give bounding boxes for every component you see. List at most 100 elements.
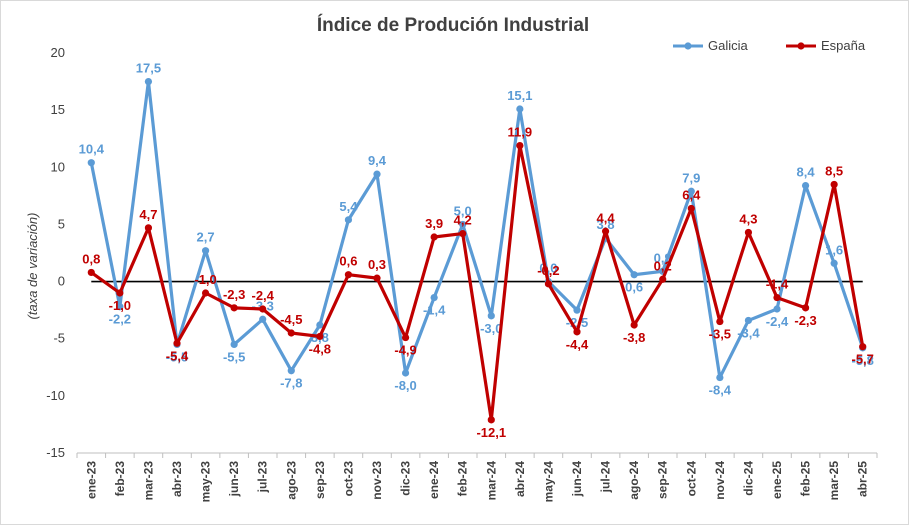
x-tick-label: abr-25 xyxy=(856,461,870,497)
data-label: -2,4 xyxy=(252,288,275,303)
data-label: -3,5 xyxy=(709,327,731,342)
data-label: 4,4 xyxy=(597,210,616,225)
data-label: 0,3 xyxy=(368,257,386,272)
data-point xyxy=(287,367,295,375)
data-point xyxy=(230,304,238,312)
data-label: -7,8 xyxy=(280,376,302,391)
data-label: 11,9 xyxy=(508,125,533,140)
data-point xyxy=(201,247,210,255)
x-tick-label: jun-23 xyxy=(227,461,241,498)
data-point xyxy=(373,274,381,282)
data-label: -5,8 xyxy=(852,353,874,368)
x-tick-label: feb-25 xyxy=(799,461,813,497)
data-point xyxy=(830,180,838,189)
y-tick-label: 5 xyxy=(58,216,65,231)
data-label: -5,5 xyxy=(223,349,245,364)
data-point xyxy=(401,369,410,377)
y-tick-label: -15 xyxy=(46,445,65,460)
data-label: -5,5 xyxy=(166,349,188,364)
data-label: 15,1 xyxy=(507,88,532,103)
data-point xyxy=(516,141,524,150)
data-point xyxy=(201,289,210,297)
data-point xyxy=(487,416,495,424)
data-label: 0,9 xyxy=(654,250,672,265)
series-line xyxy=(90,143,865,422)
data-label: 9,4 xyxy=(368,153,387,168)
data-label: 8,4 xyxy=(797,165,816,180)
data-label: -2,3 xyxy=(794,313,816,328)
data-point xyxy=(144,77,153,86)
x-tick-label: dic-24 xyxy=(741,461,755,496)
legend-item-galicia: Galicia xyxy=(673,38,749,53)
data-label: -4,5 xyxy=(280,312,302,327)
data-point xyxy=(459,229,467,238)
x-tick-label: abr-23 xyxy=(170,461,184,497)
data-label: -2,5 xyxy=(566,315,588,330)
data-label: 17,5 xyxy=(136,61,161,76)
y-tick-label: 20 xyxy=(51,45,65,60)
x-tick-label: jul-24 xyxy=(599,461,613,494)
series-españa: 0,8 -1,0 4,7 -5,4 -1,0 -2,3 -2,4 -4,5 -4,8 0,6 0,3… xyxy=(82,125,874,440)
axes: -15 -10 -5 0 5 10 15 20 ene-23 feb-23 mar-23 abr-23… xyxy=(46,45,878,503)
data-label: -5,7 xyxy=(852,352,874,367)
data-point xyxy=(687,187,695,195)
data-point xyxy=(430,293,438,302)
x-tick-label: abr-24 xyxy=(513,461,527,497)
legend-marker xyxy=(797,42,805,50)
x-tick-label: ene-25 xyxy=(770,461,784,499)
data-label: -12,1 xyxy=(476,425,506,440)
series-line xyxy=(89,79,865,380)
series-galicia: 10,4-2,217,5-5,52,7-5,5-3,3-7,83,85,49,4… xyxy=(79,61,874,398)
data-label: -3,4 xyxy=(737,325,760,340)
x-tick-label: mar-24 xyxy=(484,461,498,501)
data-point xyxy=(544,280,553,288)
data-point xyxy=(459,220,467,229)
y-axis-label: (taxa de variación) xyxy=(25,213,40,320)
data-label: 6,4 xyxy=(682,187,701,202)
data-label: 3,9 xyxy=(425,216,443,231)
y-tick-label: -10 xyxy=(46,388,65,403)
data-label: 1,6 xyxy=(825,242,843,257)
x-tick-label: may-23 xyxy=(199,461,213,503)
data-label: -8,0 xyxy=(394,378,416,393)
data-point xyxy=(516,105,524,113)
data-point xyxy=(659,275,667,283)
data-label: 4,3 xyxy=(739,211,757,226)
x-tick-label: ene-24 xyxy=(427,461,441,499)
data-point xyxy=(744,316,753,325)
data-label: 0,2 xyxy=(654,258,672,273)
x-tick-label: sep-23 xyxy=(313,461,327,499)
data-point xyxy=(801,304,810,312)
data-label: -3,0 xyxy=(480,321,502,336)
data-point xyxy=(144,224,153,232)
data-point xyxy=(801,181,810,190)
data-point xyxy=(116,303,124,311)
data-point xyxy=(259,315,267,323)
data-point xyxy=(230,340,238,349)
data-label: 10,4 xyxy=(79,142,105,157)
data-point xyxy=(344,271,353,279)
x-tick-label: mar-23 xyxy=(141,461,155,501)
legend-item-españa: España xyxy=(786,38,866,53)
x-tick-label: oct-23 xyxy=(341,461,355,497)
data-point xyxy=(116,289,124,297)
chart-title: Índice de Produción Industrial xyxy=(317,14,589,36)
data-label: 4,2 xyxy=(454,213,472,228)
x-tick-label: feb-24 xyxy=(456,461,470,497)
data-label: -5,4 xyxy=(166,348,189,363)
x-tick-label: jun-24 xyxy=(570,461,584,498)
data-label: 5,4 xyxy=(339,199,358,214)
data-point xyxy=(744,228,753,237)
data-label: -2,2 xyxy=(109,312,131,327)
legend-label: Galicia xyxy=(708,38,749,53)
x-tick-label: nov-24 xyxy=(713,461,727,500)
data-point xyxy=(87,159,95,167)
data-label: -4,9 xyxy=(394,343,416,358)
data-label: 5,0 xyxy=(454,203,472,218)
data-label: -1,0 xyxy=(109,298,131,313)
data-point xyxy=(401,333,410,342)
data-point xyxy=(773,305,781,313)
data-point xyxy=(859,343,867,351)
x-tick-label: sep-24 xyxy=(656,461,670,499)
data-label: -4,4 xyxy=(566,337,589,352)
